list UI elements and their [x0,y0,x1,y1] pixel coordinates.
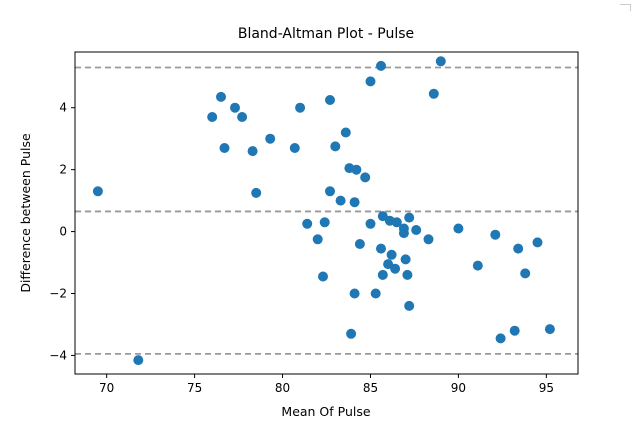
scatter-point-27 [360,172,371,183]
y-tick-label-4: 4 [59,101,67,115]
scatter-point-3 [216,91,226,102]
chart-title: Bland-Altman Plot - Pulse [238,26,414,42]
reference-lines [75,66,578,355]
scatter-point-57 [532,237,543,248]
scatter-point-23 [349,197,360,208]
scatter-point-8 [251,187,262,198]
scatter-point-15 [319,217,330,228]
scatter-point-14 [318,271,328,282]
scatter-point-43 [402,269,413,280]
y-axis-label: Difference between Pulse [18,133,33,293]
scatter-point-31 [376,60,386,71]
scatter-point-13 [312,234,323,245]
corner-mark [620,4,631,11]
scatter-point-1 [133,355,144,366]
scatter-point-56 [520,268,531,279]
scatter-point-16 [325,95,335,105]
scatter-point-37 [386,249,397,260]
scatter-point-11 [295,102,306,113]
scatter-point-49 [435,56,446,67]
y-axis: −4 −2 0 2 4 [49,101,75,362]
x-tick-label-95: 95 [539,381,554,395]
scatter-point-20 [340,127,351,138]
scatter-point-52 [490,229,501,240]
scatter-point-51 [472,260,483,271]
x-tick-label-70: 70 [99,381,114,395]
y-tick-label-0: 0 [59,225,67,239]
scatter-point-54 [509,325,520,336]
scatter-point-17 [325,186,335,197]
scatter-point-24 [351,164,362,175]
scatter-point-44 [404,212,415,223]
scatter-point-53 [495,333,506,344]
scatter-point-4 [219,143,230,153]
scatter-point-12 [302,218,313,229]
scatter-point-42 [400,254,411,265]
scatter-point-41 [398,228,409,239]
scatter-point-18 [330,141,341,152]
x-tick-label-80: 80 [275,381,290,395]
scatter-point-29 [365,218,376,229]
scatter-point-32 [376,243,386,254]
scatter-point-46 [411,225,422,235]
x-tick-label-75: 75 [187,381,202,395]
scatter-point-2 [207,112,218,122]
y-tick-label-2: 2 [59,163,67,177]
scatter-point-19 [335,195,346,206]
y-tick-label--2: −2 [49,287,67,301]
scatter-point-47 [423,234,434,245]
x-tick-label-85: 85 [363,381,378,395]
x-axis-label: Mean Of Pulse [281,404,370,419]
scatter-point-5 [230,102,240,113]
y-tick-label--4: −4 [49,348,67,362]
x-tick-label-90: 90 [451,381,466,395]
scatter-point-50 [453,223,464,234]
scatter-point-30 [370,288,381,299]
scatter-point-48 [428,88,439,99]
scatter-point-38 [390,263,401,274]
scatter-point-58 [544,324,555,335]
scatter-point-22 [346,328,357,339]
scatter-point-39 [391,217,402,228]
plot-area-frame [74,51,579,375]
scatter-point-55 [513,243,524,254]
scatter-point-25 [349,288,360,299]
scatter-point-7 [247,146,258,157]
scatter-point-10 [289,143,300,153]
scatter-point-28 [365,76,376,87]
scatter-point-45 [404,300,415,311]
scatter-point-26 [354,239,365,249]
scatter-point-0 [92,186,103,197]
scatter-point-34 [377,269,388,280]
scatter-points [92,56,555,366]
scatter-point-6 [237,112,248,122]
x-axis: 70 75 80 85 90 95 [99,374,554,395]
scatter-point-9 [265,133,276,144]
